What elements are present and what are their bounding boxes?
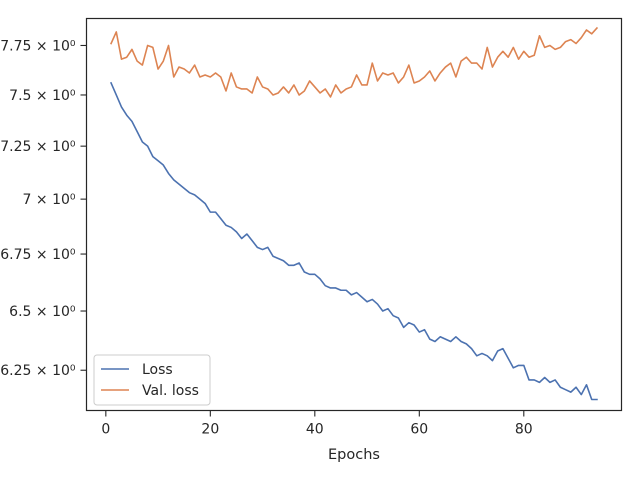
plot-area: [86, 18, 622, 411]
plot-frame: [85, 17, 623, 412]
y-tick-label: 6.5 × 10⁰: [9, 304, 76, 320]
x-tick-label: 0: [101, 422, 110, 438]
y-axis-ticks: 6.25 × 10⁰ 6.5 × 10⁰ 6.75 × 10⁰ 7 × 10⁰ 7.25…: [0, 38, 87, 379]
y-tick-label: 6.25 × 10⁰: [0, 363, 76, 379]
y-tick-label: 7.75 × 10⁰: [0, 38, 76, 54]
x-axis-label: Epochs: [328, 447, 380, 463]
series-layer: [110, 26, 599, 401]
x-tick-label: 20: [201, 422, 219, 438]
x-axis-ticks: 0 20 40 60 80: [101, 410, 533, 438]
y-tick-label: 6.75 × 10⁰: [0, 247, 76, 263]
y-tick-label: 7 × 10⁰: [23, 192, 76, 208]
legend-label-loss: Loss: [142, 362, 173, 378]
x-tick-label: 80: [515, 422, 533, 438]
y-tick-label: 7.5 × 10⁰: [9, 88, 76, 104]
legend-label-val-loss: Val. loss: [142, 383, 199, 399]
legend-frame: [93, 354, 211, 406]
y-tick-label: 7.25 × 10⁰: [0, 139, 76, 155]
series-line-loss: [110, 81, 598, 401]
x-tick-label: 60: [410, 422, 428, 438]
legend: Loss Val. loss: [93, 354, 211, 406]
series-line-val-loss: [110, 26, 599, 98]
x-tick-label: 40: [306, 422, 324, 438]
